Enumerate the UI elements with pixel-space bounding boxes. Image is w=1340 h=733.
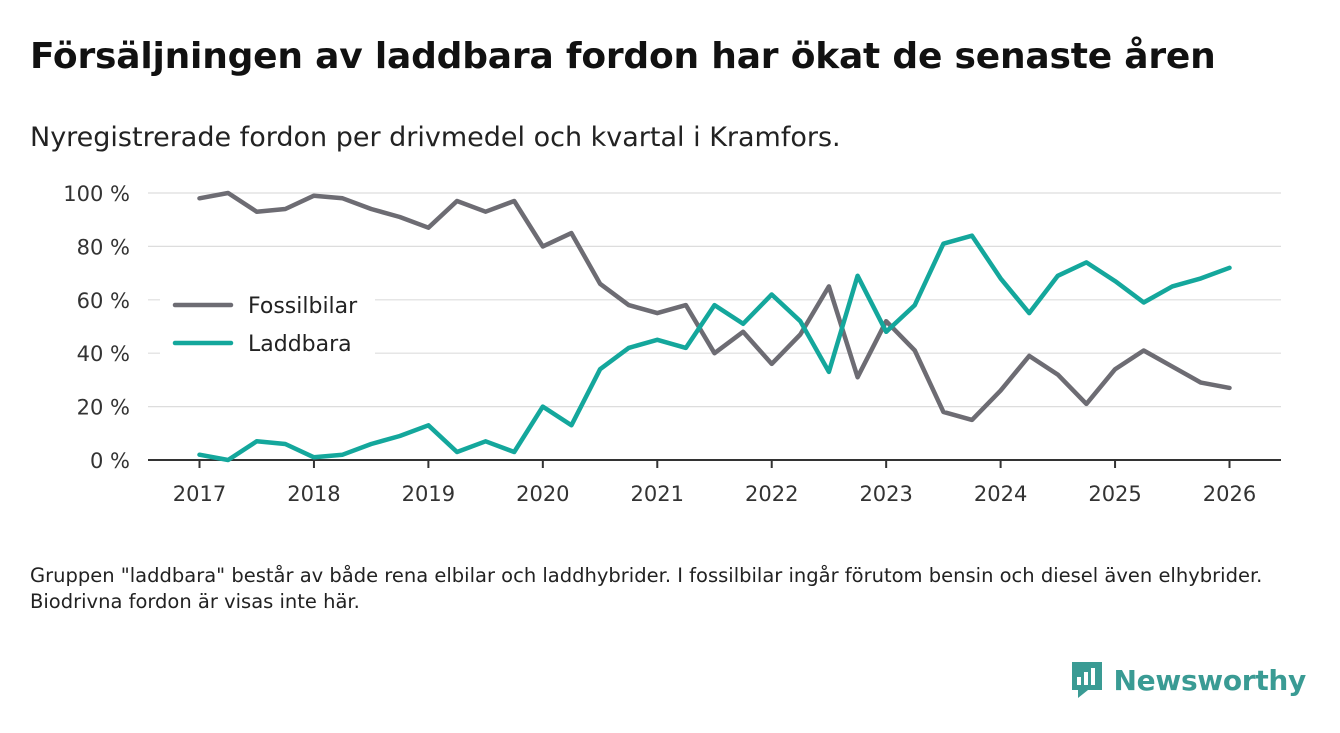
- x-tick-label: 2019: [402, 482, 455, 506]
- x-tick-label: 2024: [974, 482, 1027, 506]
- legend-label-laddbara: Laddbara: [248, 332, 352, 357]
- x-tick-label: 2023: [859, 482, 912, 506]
- y-tick-label: 0 %: [90, 449, 130, 473]
- x-tick-label: 2018: [287, 482, 340, 506]
- x-tick-label: 2020: [516, 482, 569, 506]
- chart-subtitle: Nyregistrerade fordon per drivmedel och …: [30, 122, 841, 153]
- x-tick-label: 2025: [1088, 482, 1141, 506]
- newsworthy-logo-icon: [1071, 662, 1102, 698]
- x-tick-label: 2021: [631, 482, 684, 506]
- x-tick-label: 2017: [173, 482, 226, 506]
- footnote: Gruppen "laddbara" består av både rena e…: [30, 564, 1263, 613]
- series-line-laddbara: [197, 233, 1232, 463]
- chart-title: Försäljningen av laddbara fordon har öka…: [30, 36, 1216, 77]
- brand-name: Newsworthy: [1113, 663, 1307, 697]
- series-lines: [197, 190, 1232, 463]
- y-tick-label: 80 %: [77, 235, 130, 259]
- y-axis-tick-labels: 0 % 20 % 40 % 60 % 80 % 100 %: [63, 182, 130, 473]
- y-tick-label: 100 %: [63, 182, 130, 206]
- legend-background: [160, 280, 375, 366]
- y-tick-label: 40 %: [77, 342, 130, 366]
- x-axis-ticks: 2017 2018 2019 2020 2021 2022 2023 2024 2025 2026: [173, 460, 1256, 506]
- y-tick-label: 20 %: [77, 396, 130, 420]
- legend: Fossilbilar Laddbara: [160, 280, 375, 366]
- series-line-fossilbilar: [197, 190, 1232, 423]
- legend-label-fossilbilar: Fossilbilar: [248, 294, 358, 319]
- x-tick-label: 2022: [745, 482, 798, 506]
- y-tick-label: 60 %: [77, 289, 130, 313]
- brand-logo: Newsworthy: [1070, 660, 1306, 700]
- x-tick-label: 2026: [1203, 482, 1256, 506]
- line-chart: 0 % 20 % 40 % 60 % 80 % 100 % 2017 2018 2019 202…: [63, 182, 1281, 506]
